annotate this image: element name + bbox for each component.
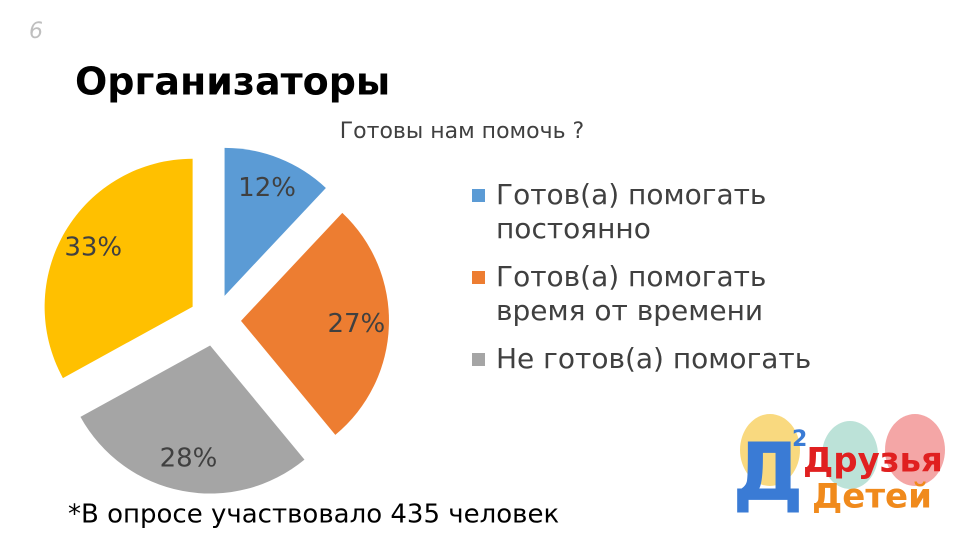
pie-slice (80, 345, 305, 494)
logo-superscript: 2 (792, 427, 807, 452)
legend-label: Готов(а) помогать постоянно (496, 178, 767, 245)
logo-letter: Д (732, 426, 803, 519)
legend-swatch (472, 353, 485, 366)
legend-label: Не готов(а) помогать (496, 342, 812, 375)
pie-slice (240, 212, 389, 435)
page-number: 6 (29, 19, 43, 44)
data-label: 12% (238, 173, 296, 203)
legend-swatch (472, 271, 485, 284)
legend-item: Готов(а) помогать постоянно (470, 178, 850, 246)
heading: Организаторы (75, 60, 390, 104)
legend-label: Готов(а) помогать время от времени (496, 260, 767, 327)
data-label: 33% (64, 233, 122, 263)
data-label: 27% (327, 309, 385, 339)
pie-slice (224, 147, 326, 296)
logo-line1: Друзья (803, 441, 943, 481)
legend: Готов(а) помогать постоянно Готов(а) помо… (470, 178, 850, 390)
footnote: *В опросе участвовало 435 человек (68, 500, 559, 530)
data-label: 28% (160, 443, 218, 473)
balloon (885, 414, 945, 486)
chart-title: Готовы нам помочь ? (340, 119, 584, 144)
pie-slice (44, 158, 193, 379)
legend-item: Не готов(а) помогать (470, 342, 850, 376)
legend-swatch (472, 189, 485, 202)
balloon (740, 414, 800, 486)
legend-item: Готов(а) помогать время от времени (470, 260, 850, 328)
balloon (822, 421, 878, 489)
logo: Д 2 Друзья Детей (732, 414, 945, 519)
logo-line2: Детей (812, 477, 932, 517)
